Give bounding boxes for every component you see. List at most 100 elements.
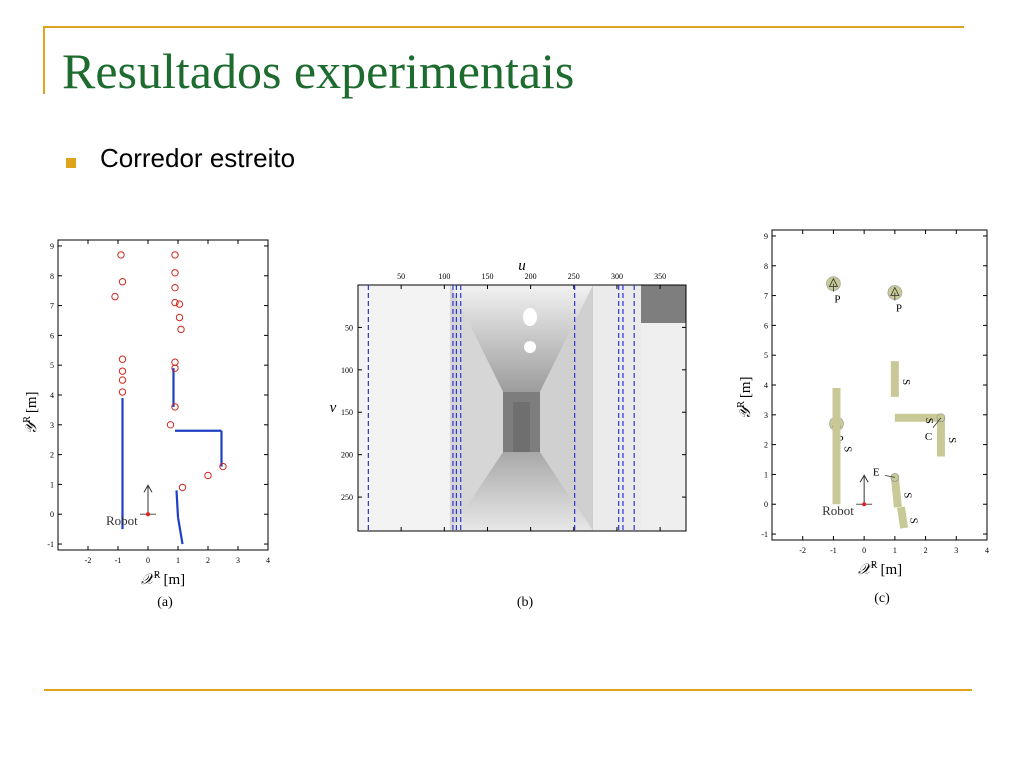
- y-tick-label: 7: [764, 292, 768, 301]
- plot-frame: [57, 239, 269, 551]
- plot-frame: [771, 229, 988, 541]
- u-tick-label: 50: [397, 272, 405, 281]
- robot-label: Robot: [106, 513, 138, 528]
- landmark-marker: [175, 313, 184, 322]
- x-axis-label: 𝒳R [m]: [858, 560, 902, 578]
- landmark-marker: [175, 300, 184, 308]
- y-tick-label: 6: [50, 331, 54, 340]
- bottom-accent-rule: [44, 689, 972, 691]
- landmark-marker: [178, 483, 187, 492]
- slide-title: Resultados experimentais: [62, 43, 575, 99]
- segment-feature-label: S: [908, 518, 920, 524]
- landmark-marker: [171, 269, 179, 277]
- y-tick-label: 3: [50, 421, 54, 430]
- landmark-marker: [118, 376, 127, 384]
- figure-c-caption: (c): [874, 591, 890, 606]
- robot-marker: [856, 474, 873, 507]
- landmark-marker: [171, 364, 179, 372]
- landmark-marker: [171, 403, 179, 411]
- landmark-marker: [171, 283, 179, 292]
- y-tick-label: 7: [50, 302, 54, 311]
- y-tick-label: -1: [47, 540, 54, 549]
- y-tick-label: 5: [764, 351, 768, 360]
- corridor-image: [358, 285, 686, 531]
- u-tick-label: 150: [481, 272, 493, 281]
- point-feature-label: P: [834, 294, 840, 306]
- v-axis-label: v: [330, 400, 337, 416]
- x-tick-label: 3: [236, 556, 240, 565]
- segment-feature-label: S: [923, 418, 935, 424]
- robot-marker: [140, 484, 156, 517]
- x-tick-label: 0: [862, 546, 866, 555]
- robot-label: Robot: [822, 503, 854, 518]
- landmark-marker: [111, 292, 119, 301]
- u-tick-label: 300: [611, 272, 623, 281]
- y-tick-label: 8: [764, 262, 768, 271]
- robot-origin: [146, 512, 150, 517]
- laser-segment: [176, 517, 184, 545]
- y-tick-label: 4: [50, 391, 54, 400]
- y-tick-label: 9: [764, 232, 768, 241]
- x-tick-label: 4: [266, 556, 270, 565]
- x-tick-label: 1: [176, 556, 180, 565]
- y-tick-label: 5: [50, 361, 54, 370]
- u-tick-label: 100: [438, 272, 450, 281]
- figure-b-caption: (b): [517, 595, 534, 610]
- y-tick-label: 8: [50, 272, 54, 281]
- x-tick-label: 2: [924, 546, 928, 555]
- endpoint-feature-stem: [884, 475, 895, 478]
- landmark-marker: [171, 298, 179, 307]
- y-tick-label: 2: [764, 441, 768, 450]
- landmark-marker: [166, 421, 175, 429]
- y-tick-label: -1: [761, 530, 768, 539]
- u-tick-label: 350: [654, 272, 666, 281]
- figure-a-caption: (a): [157, 595, 173, 610]
- x-tick-label: -1: [830, 546, 837, 555]
- left-accent-rule: [43, 26, 45, 94]
- u-axis-label: u: [518, 258, 526, 274]
- figure-b-camera-image: 50 100 150 200 250 300 350 50 100 150 200 250 u v (…: [330, 258, 687, 610]
- top-accent-rule: [44, 26, 964, 28]
- x-tick-label: 3: [954, 546, 958, 555]
- point-feature-label: P: [896, 303, 902, 315]
- endpoint-feature: [890, 473, 900, 482]
- point-feature-label: P: [838, 434, 844, 446]
- y-tick-label: 2: [50, 451, 54, 460]
- y-tick-label: 9: [50, 242, 54, 251]
- segment-feature: [897, 506, 909, 529]
- robot-arrowhead: [143, 484, 153, 493]
- y-tick-label: 1: [764, 470, 768, 479]
- x-tick-label: -2: [85, 556, 92, 565]
- image-frame: [357, 284, 687, 532]
- landmark-marker: [219, 462, 227, 471]
- segment-feature-label: S: [901, 492, 913, 498]
- landmark-marker: [118, 278, 127, 286]
- bullet-square-icon: [66, 158, 76, 168]
- y-tick-label: 3: [764, 411, 768, 420]
- x-tick-label: 1: [893, 546, 897, 555]
- x-tick-label: 0: [146, 556, 150, 565]
- segment-feature-label: S: [842, 446, 854, 452]
- landmark-marker: [118, 388, 127, 396]
- landmark-marker: [118, 367, 127, 375]
- v-tick-label: 100: [341, 366, 353, 375]
- landmark-marker: [117, 251, 125, 259]
- x-tick-label: 4: [985, 546, 989, 555]
- x-tick-label: -1: [115, 556, 122, 565]
- endpoint-feature-label: E: [873, 466, 880, 478]
- x-tick-label: -2: [799, 546, 806, 555]
- segment-feature-label: S: [900, 379, 912, 385]
- y-tick-label: 4: [764, 381, 768, 390]
- landmark-marker: [171, 251, 179, 259]
- bullet-text: Corredor estreito: [100, 143, 296, 173]
- segment-feature-label: S: [946, 437, 958, 443]
- robot-arrowhead: [859, 474, 869, 483]
- y-axis-label: 𝒴R[m]: [736, 376, 754, 419]
- corner-feature-label: C: [925, 431, 932, 443]
- x-tick-label: 2: [206, 556, 210, 565]
- svg-text:𝒴R[m]: 𝒴R[m]: [22, 391, 40, 434]
- svg-text:𝒴R[m]: 𝒴R[m]: [736, 376, 754, 419]
- y-tick-label: 1: [50, 480, 54, 489]
